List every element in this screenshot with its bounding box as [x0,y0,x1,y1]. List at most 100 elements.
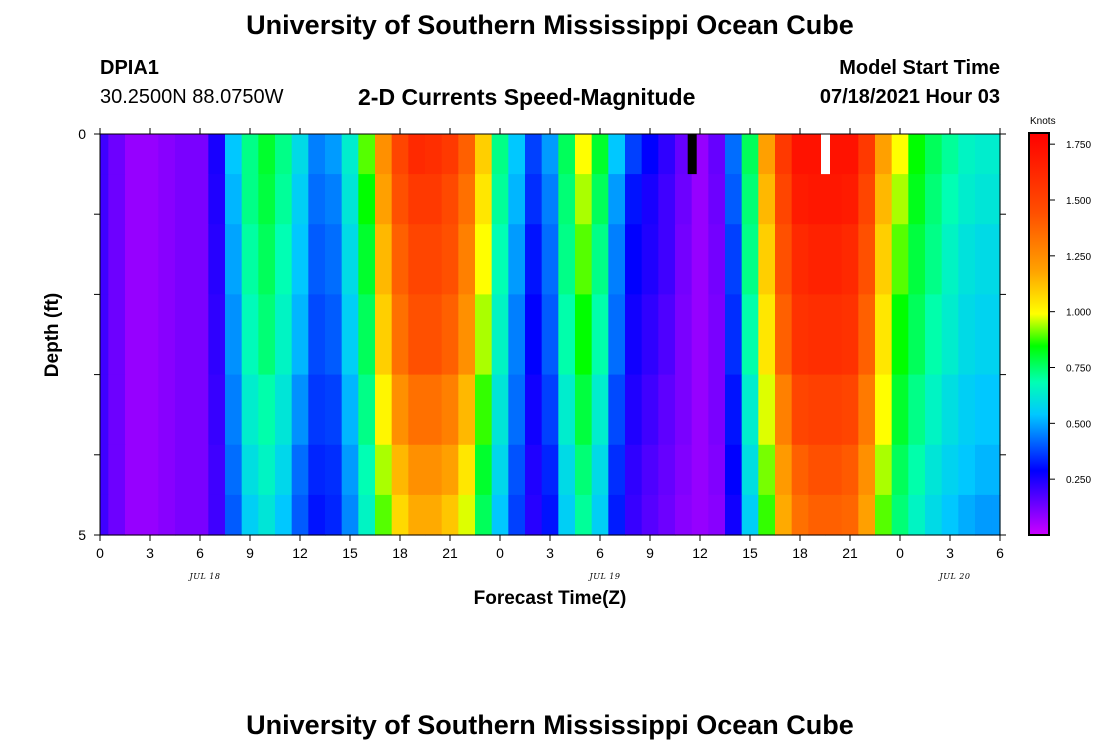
heatmap-cell [391,174,409,225]
heatmap-cell [558,174,576,225]
heatmap-cell [475,294,493,376]
heatmap-cell [741,224,759,295]
heatmap-cell [241,444,259,496]
heatmap-cell [491,134,509,175]
heatmap-cell [625,174,643,225]
heatmap-cell [558,134,576,175]
heatmap-cell [591,174,609,225]
heatmap-cell [741,444,759,496]
heatmap-cell [475,444,493,496]
heatmap-cell [391,224,409,295]
heatmap-cell [125,494,143,536]
heatmap-cell [591,224,609,295]
y-tick-label: 0 [78,126,86,142]
heatmap-cell [191,494,209,536]
heatmap-cell [775,224,793,295]
heatmap-cell [291,374,309,446]
heatmap-cell [941,494,959,536]
heatmap-cell [508,224,526,295]
heatmap-cell [675,174,693,225]
heatmap-cell [958,174,976,225]
heatmap-cell [391,294,409,376]
station-id: DPIA1 [100,57,159,79]
heatmap-cell [958,444,976,496]
heatmap-cell [875,174,893,225]
heatmap-cell [100,224,109,295]
heatmap-cell [958,374,976,446]
heatmap-cell [791,134,809,175]
colorbar-tick-label: 1.500 [1066,196,1091,207]
heatmap-cell [941,224,959,295]
heatmap-cell [341,174,359,225]
heatmap-cell [808,224,826,295]
x-tick-label: 0 [96,545,104,561]
colorbar-tick-label: 1.250 [1066,252,1091,263]
missing-data-marker [687,134,697,175]
heatmap-cell [758,224,776,295]
heatmap-cell [741,374,759,446]
heatmap-cell [675,494,693,536]
heatmap-cell [591,134,609,175]
heatmap-cell [425,134,443,175]
heatmap-cell [991,444,1001,496]
heatmap-cell [208,174,226,225]
heatmap-cell [158,224,176,295]
heatmap-cell [225,494,243,536]
heatmap-cell [808,444,826,496]
heatmap-cell [891,134,909,175]
heatmap-cell [375,294,393,376]
heatmap-cell [791,174,809,225]
heatmap-cell [708,224,726,295]
heatmap-cell [391,134,409,175]
heatmap-cell [925,134,943,175]
heatmap-cell [758,294,776,376]
heatmap-cell [325,134,343,175]
heatmap-cell [908,374,926,446]
heatmap-cell [341,224,359,295]
heatmap-cell [625,134,643,175]
heatmap-cell [908,134,926,175]
heatmap-cell [641,224,659,295]
heatmap-cell [608,374,626,446]
heatmap-cell [875,444,893,496]
heatmap-cell [408,174,426,225]
heatmap-cell [408,224,426,295]
heatmap-cell [375,174,393,225]
x-tick-label: 18 [792,545,808,561]
heatmap-cell [100,444,109,496]
heatmap-cell [891,174,909,225]
heatmap-cell [308,374,326,446]
heatmap-cell [641,374,659,446]
heatmap-cell [991,374,1001,446]
heatmap-cell [491,444,509,496]
heatmap-cell [175,224,193,295]
plot-title: 2-D Currents Speed-Magnitude [358,84,696,110]
heatmap-cell [791,494,809,536]
heatmap-cell [958,294,976,376]
date-label: JUL 19 [588,572,621,581]
heatmap-cell [358,494,376,536]
heatmap-cell [975,294,993,376]
heatmap-cell [291,294,309,376]
heatmap-cell [308,294,326,376]
heatmap-cell [758,374,776,446]
heatmap-cell [225,294,243,376]
heatmap-cell [108,374,126,446]
heatmap-cell [825,224,843,295]
heatmap-cell [408,134,426,175]
heatmap-cell [908,294,926,376]
heatmap-cell [941,294,959,376]
heatmap-cell [475,494,493,536]
heatmap-cell [158,174,176,225]
heatmap-cell [975,134,993,175]
heatmap-cell [441,294,459,376]
heatmap-cell [758,174,776,225]
heatmap-cell [791,224,809,295]
colorbar-tick-label: 1.000 [1066,308,1091,319]
y-tick-label: 5 [78,527,86,543]
date-label: JUL 20 [938,572,971,581]
y-axis-title: Depth (ft) [42,293,63,377]
heatmap-cell [891,374,909,446]
x-tick-label: 21 [842,545,858,561]
heatmap-cell [608,294,626,376]
